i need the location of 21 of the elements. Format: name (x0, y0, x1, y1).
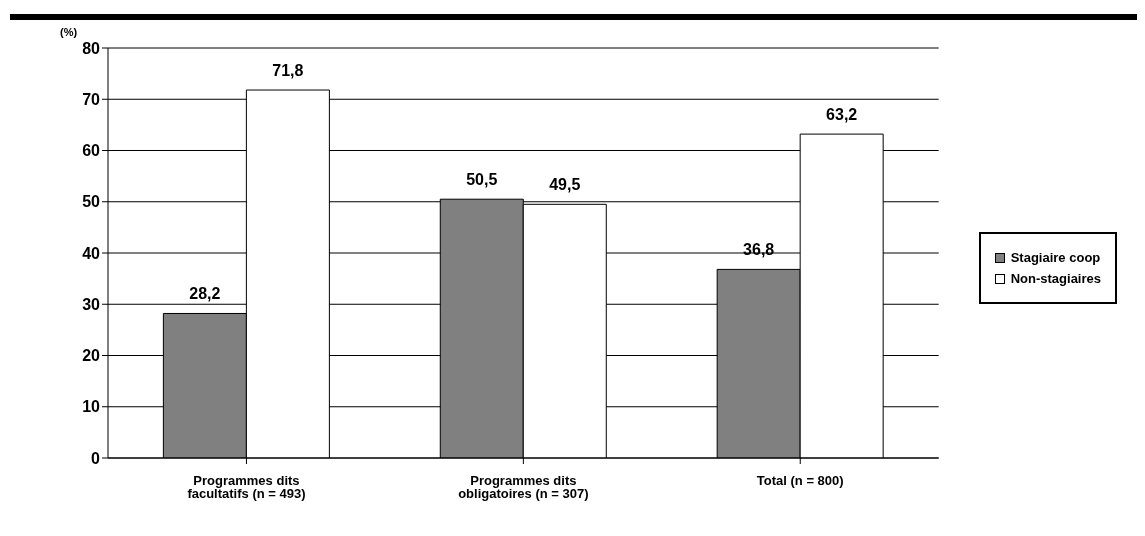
x-tick-label: Programmes dits obligatoires (n = 307) (458, 473, 589, 502)
y-axis-title: (%) (60, 26, 78, 38)
y-tick-label: 40 (82, 244, 101, 262)
data-label: 63,2 (826, 106, 858, 124)
y-tick-label: 80 (82, 39, 101, 57)
data-label: 50,5 (466, 171, 498, 189)
y-tick-label: 60 (82, 142, 101, 160)
y-tick-label: 20 (82, 347, 101, 365)
data-label: 49,5 (549, 176, 581, 194)
y-tick-label: 30 (82, 295, 101, 313)
y-tick-label: 50 (82, 193, 101, 211)
legend-label: Stagiaire coop (1010, 250, 1101, 265)
y-tick-label: 10 (82, 398, 101, 416)
y-tick-label: 70 (82, 90, 101, 108)
data-label: 36,8 (743, 241, 775, 259)
x-tick-label: Total (n = 800) (756, 473, 844, 489)
data-label: 28,2 (189, 285, 221, 303)
x-tick-label: Programmes dits facultatifs (n = 493) (187, 473, 306, 502)
legend-label: Non-stagiaires (1010, 271, 1101, 286)
data-label: 71,8 (272, 62, 304, 80)
y-tick-label: 0 (91, 449, 101, 467)
